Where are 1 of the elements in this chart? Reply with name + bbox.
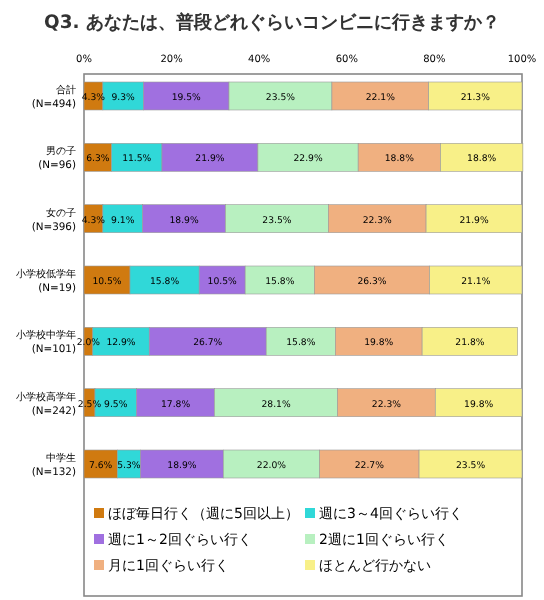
chart-title: Q3. あなたは、普段どれぐらいコンビニに行きますか？ [44,10,500,34]
